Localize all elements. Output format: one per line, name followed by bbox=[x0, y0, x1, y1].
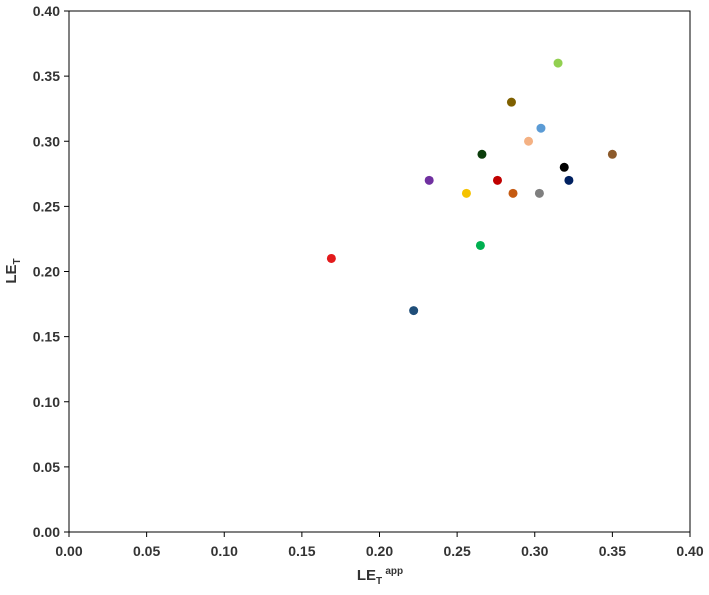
data-point bbox=[475, 240, 485, 250]
data-point bbox=[553, 58, 563, 68]
y-tick-label: 0.15 bbox=[33, 329, 60, 345]
plot-area bbox=[68, 10, 691, 533]
data-points bbox=[326, 58, 617, 316]
data-point bbox=[461, 188, 471, 198]
x-tick-label: 0.10 bbox=[211, 543, 238, 559]
data-point bbox=[534, 188, 544, 198]
x-tick-label: 0.15 bbox=[288, 543, 315, 559]
data-point bbox=[607, 149, 617, 159]
data-point bbox=[536, 123, 546, 133]
x-tick-label: 0.20 bbox=[366, 543, 393, 559]
data-point bbox=[424, 175, 434, 185]
y-tick-label: 0.05 bbox=[33, 459, 60, 475]
y-tick-label: 0.25 bbox=[33, 198, 60, 214]
x-tick-label: 0.05 bbox=[133, 543, 160, 559]
data-point bbox=[506, 97, 516, 107]
y-axis-title: LET bbox=[3, 258, 23, 283]
y-tick-label: 0.35 bbox=[33, 68, 60, 84]
x-tick-label: 0.00 bbox=[55, 543, 82, 559]
x-tick-label: 0.35 bbox=[599, 543, 626, 559]
y-tick-label: 0.30 bbox=[33, 133, 60, 149]
y-tick-label: 0.00 bbox=[33, 524, 60, 540]
data-point bbox=[409, 306, 419, 316]
y-tick-label: 0.40 bbox=[33, 3, 60, 19]
data-point bbox=[477, 149, 487, 159]
data-point bbox=[559, 162, 569, 172]
x-tick-label: 0.25 bbox=[444, 543, 471, 559]
y-tick-label: 0.20 bbox=[33, 264, 60, 280]
data-point bbox=[564, 175, 574, 185]
data-point bbox=[492, 175, 502, 185]
y-tick-label: 0.10 bbox=[33, 394, 60, 410]
data-point bbox=[524, 136, 534, 146]
y-axis-ticks: 0.00 0.05 0.10 0.15 0.20 0.25 0.30 0.35 0.40 bbox=[33, 3, 69, 540]
x-axis-ticks: 0.00 0.05 0.10 0.15 0.20 0.25 0.30 0.35 0.40 bbox=[55, 532, 704, 559]
data-point bbox=[326, 253, 336, 263]
x-tick-label: 0.40 bbox=[676, 543, 703, 559]
x-axis-title: LETapp bbox=[357, 566, 403, 587]
x-tick-label: 0.30 bbox=[521, 543, 548, 559]
data-point bbox=[508, 188, 518, 198]
